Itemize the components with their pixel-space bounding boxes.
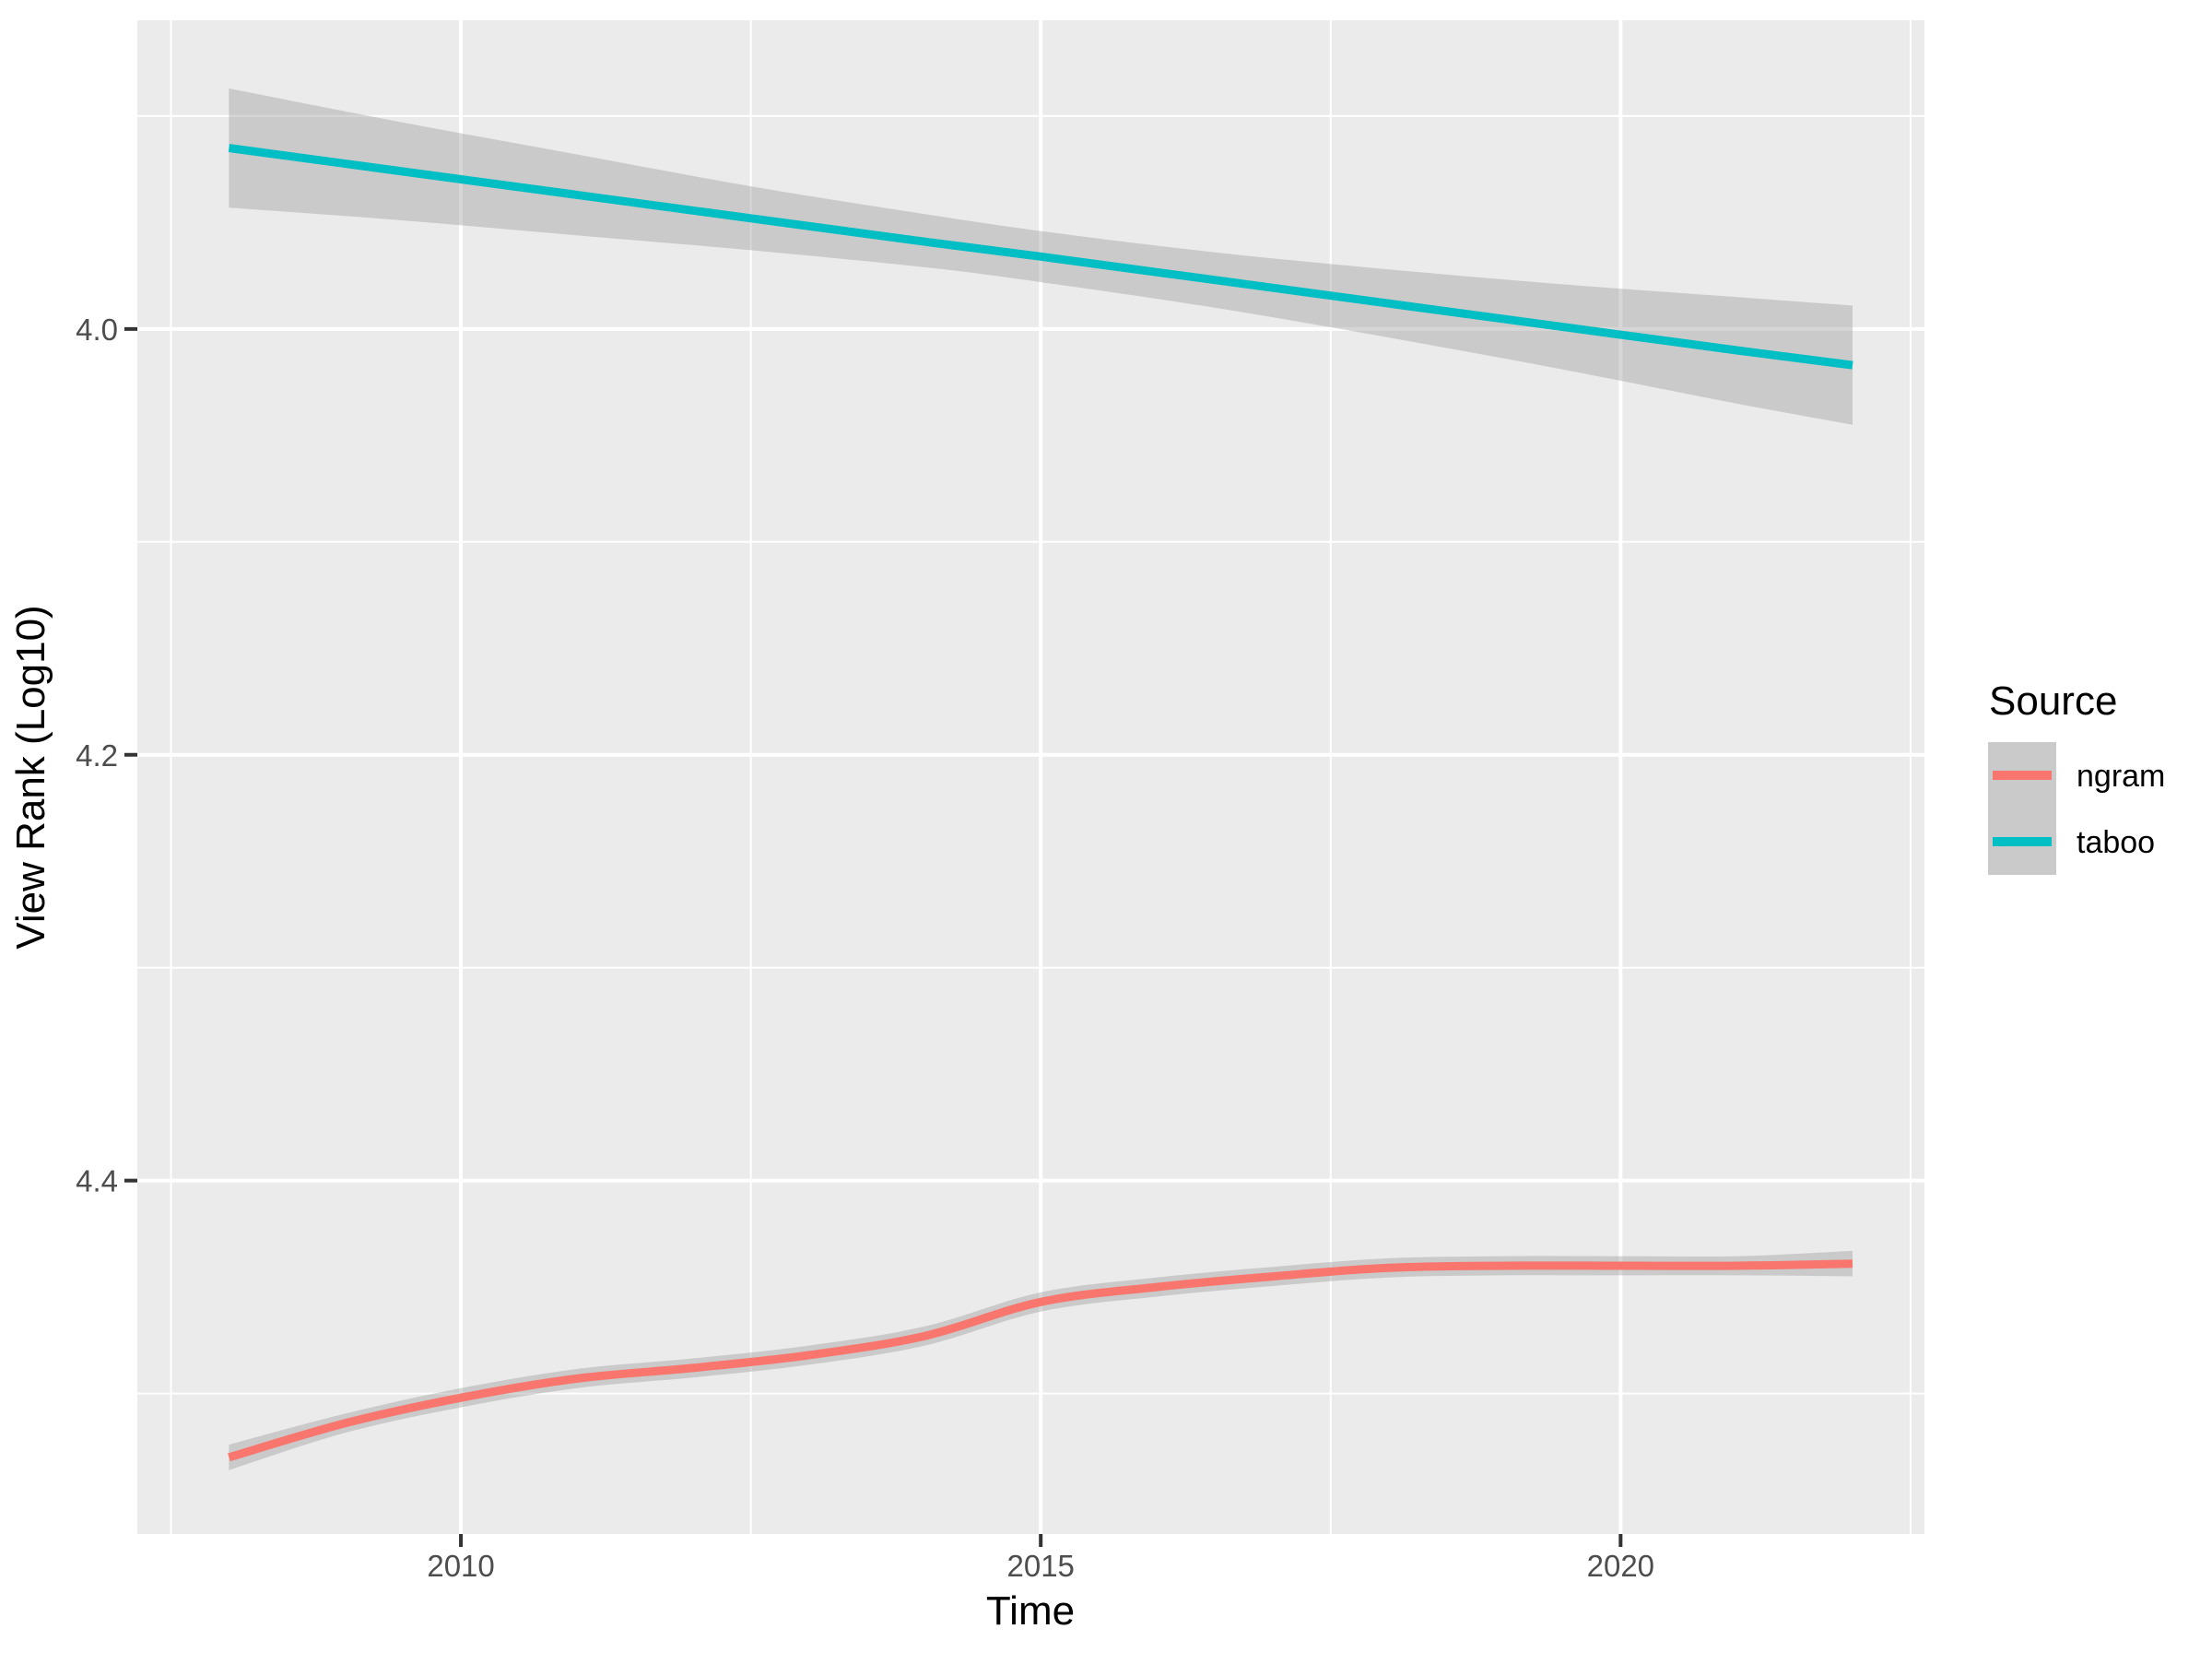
major-gridlines — [137, 20, 1924, 1534]
y-axis-title: View Rank (Log10) — [8, 605, 53, 949]
plot-panel — [137, 20, 1924, 1534]
minor-gridlines — [137, 20, 1924, 1534]
axis-ticks — [124, 326, 1623, 1547]
x-tick-label: 2020 — [1587, 1549, 1654, 1583]
y-tick-label: 4.0 — [76, 313, 118, 347]
legend-key-band-swatch — [1988, 742, 2056, 875]
legend-label-ngram: ngram — [2077, 759, 2165, 794]
y-tick-label: 4.4 — [76, 1164, 118, 1198]
trend-lines — [228, 144, 1853, 1462]
legend-title: Source — [1989, 679, 2117, 724]
x-tick-label: 2010 — [427, 1549, 494, 1583]
legend-label-taboo: taboo — [2077, 825, 2155, 860]
axis-tick-labels: 2010 2015 2020 4.0 4.2 4.4 — [76, 313, 1654, 1583]
x-tick-label: 2015 — [1006, 1549, 1074, 1583]
y-tick-label: 4.2 — [76, 738, 118, 773]
taboo-line — [228, 144, 1853, 370]
legend: Source ngram taboo — [1988, 679, 2165, 875]
x-axis-title: Time — [986, 1588, 1075, 1634]
ngram-confidence-band — [229, 1250, 1853, 1470]
ngram-line — [228, 1259, 1853, 1462]
legend-key-background — [1988, 742, 2056, 875]
